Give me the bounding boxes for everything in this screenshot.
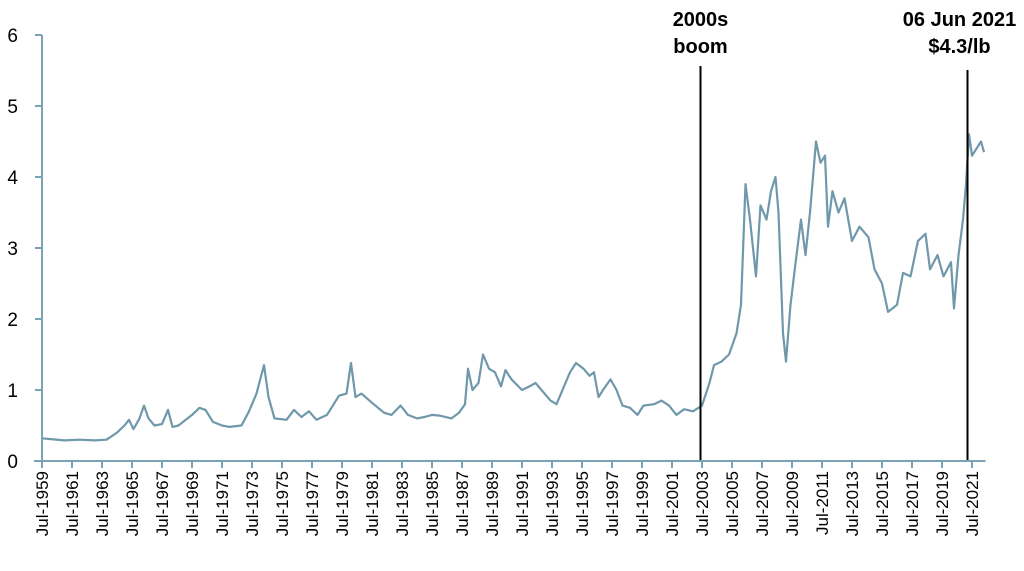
x-tick-label: Jul-1961 <box>63 471 82 536</box>
x-tick-label: Jul-1965 <box>123 471 142 536</box>
x-tick-label: Jul-2005 <box>723 471 742 536</box>
x-tick-label: Jul-1983 <box>393 471 412 536</box>
y-tick-label: 3 <box>7 239 18 260</box>
x-tick-label: Jul-2001 <box>663 471 682 536</box>
x-tick-label: Jul-1973 <box>243 471 262 536</box>
x-tick-label: Jul-1963 <box>93 471 112 536</box>
x-tick-label: Jul-2019 <box>933 471 952 536</box>
x-tick-label: Jul-1991 <box>513 471 532 536</box>
y-tick-label: 6 <box>7 26 18 47</box>
x-tick-label: Jul-1979 <box>333 471 352 536</box>
x-tick-label: Jul-1959 <box>33 471 52 536</box>
latest-price-annotation-text: 06 Jun 2021 <box>903 9 1016 31</box>
x-tick-label: Jul-2021 <box>963 471 982 536</box>
y-tick-label: 2 <box>7 310 18 331</box>
boom-annotation-text: boom <box>673 36 727 58</box>
x-tick-label: Jul-2009 <box>783 471 802 536</box>
x-tick-label: Jul-1977 <box>303 471 322 536</box>
latest-price-annotation-text: $4.3/lb <box>928 36 990 58</box>
x-tick-label: Jul-1993 <box>543 471 562 536</box>
boom-annotation-text: 2000s <box>673 9 729 31</box>
x-tick-label: Jul-1989 <box>483 471 502 536</box>
y-tick-label: 4 <box>7 168 18 189</box>
x-tick-label: Jul-2007 <box>753 471 772 536</box>
x-tick-label: Jul-1981 <box>363 471 382 536</box>
x-tick-label: Jul-2011 <box>813 471 832 535</box>
price-series-line <box>41 133 986 442</box>
x-tick-label: Jul-1987 <box>453 471 472 536</box>
x-tick-label: Jul-1971 <box>213 471 232 536</box>
x-tick-label: Jul-1997 <box>603 471 622 536</box>
x-tick-label: Jul-1969 <box>183 471 202 536</box>
x-tick-label: Jul-1975 <box>273 471 292 536</box>
x-tick-label: Jul-1967 <box>153 471 172 536</box>
x-tick-label: Jul-1999 <box>633 471 652 536</box>
x-tick-label: Jul-2003 <box>693 471 712 536</box>
x-tick-label: Jul-1985 <box>423 471 442 536</box>
x-tick-label: Jul-2015 <box>873 471 892 536</box>
x-tick-label: Jul-2017 <box>903 471 922 536</box>
y-tick-label: 5 <box>7 97 18 118</box>
y-tick-label: 1 <box>7 381 18 402</box>
x-tick-label: Jul-2013 <box>843 471 862 536</box>
y-tick-label: 0 <box>7 452 18 473</box>
x-tick-label: Jul-1995 <box>573 471 592 536</box>
